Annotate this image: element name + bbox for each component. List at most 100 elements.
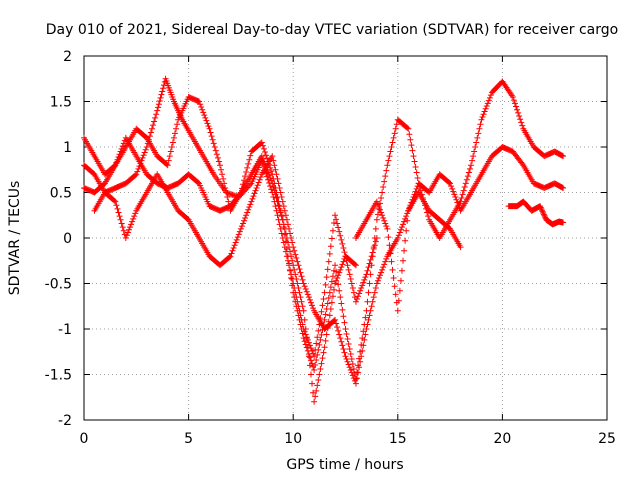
data-point [359,347,366,354]
data-point [334,275,341,282]
data-point [462,180,469,187]
data-point [123,232,130,239]
data-point [364,298,371,305]
data-point [469,157,476,164]
data-point [346,271,353,278]
data-point [268,177,275,184]
data-point [293,303,300,310]
data-point [366,312,373,319]
data-point [271,187,278,194]
data-point [449,185,456,192]
data-point [367,307,374,314]
data-point [301,338,308,345]
data-point [381,217,388,224]
series-track-f [505,198,567,228]
data-point [222,184,229,191]
data-point [343,331,350,338]
data-point [384,225,391,232]
data-point [272,191,279,198]
data-point [130,215,137,222]
data-point [403,213,410,220]
data-point [269,180,276,187]
data-point [338,236,345,243]
data-point [377,272,384,279]
data-point [346,364,353,371]
data-point [341,319,348,326]
data-point [327,284,334,291]
data-point [119,143,126,150]
data-point [294,258,301,265]
data-point [383,255,390,262]
data-point [235,231,242,238]
data-point [375,275,382,282]
data-point [293,255,300,262]
data-point [379,189,386,196]
data-point [374,211,381,218]
data-point [202,114,209,121]
data-point [304,344,311,351]
data-point [472,144,479,150]
data-point [450,188,457,195]
data-point [354,295,361,302]
data-point [335,327,342,334]
data-point [274,198,281,205]
data-point [466,165,473,172]
data-point [259,142,266,149]
data-point [335,224,342,231]
data-point [268,168,275,175]
data-point [332,262,339,269]
data-point [372,238,379,245]
data-point [396,229,403,236]
data-point [460,187,467,194]
data-point [113,159,120,166]
data-point [247,201,254,208]
data-point [236,228,243,235]
data-point [226,254,233,261]
data-point [383,167,390,174]
data-point [295,312,302,319]
data-point [373,198,380,205]
data-point [512,103,519,110]
data-point [318,360,325,367]
data-point [236,190,243,197]
data-point [321,289,328,296]
data-point [318,331,325,338]
data-point [319,302,326,309]
data-point [296,265,303,272]
data-point [196,98,203,105]
data-point [134,168,141,175]
data-point [165,157,172,164]
data-point [117,216,124,223]
data-point [221,180,228,187]
data-point [367,271,374,278]
data-point [258,153,265,160]
data-point [386,242,393,249]
data-point [394,307,401,314]
data-point [244,164,251,171]
data-point [404,124,411,131]
x-tick-label: 25 [598,431,616,447]
data-point [333,320,340,327]
data-point [509,93,516,100]
data-point [272,166,279,173]
data-point [273,194,280,201]
y-tick-label: 1.5 [50,95,72,111]
data-point [320,349,327,356]
data-point [174,121,181,128]
data-point [301,316,308,323]
data-point [388,144,395,150]
data-point [413,185,420,192]
data-point [337,294,344,301]
data-point [327,305,334,312]
data-point [351,261,358,268]
data-point [277,209,284,216]
data-point [117,148,124,155]
data-point [263,152,270,159]
data-point [401,247,408,254]
data-point [352,298,359,305]
data-point [348,280,355,287]
data-point [306,362,313,369]
data-point [317,366,324,373]
data-point [207,129,214,136]
data-point [477,121,484,128]
